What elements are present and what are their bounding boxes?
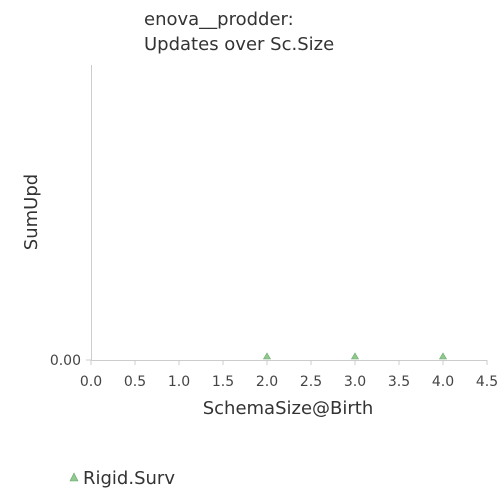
x-axis-label: SchemaSize@Birth	[203, 398, 374, 419]
y-axis-ticks: 0.00	[50, 353, 91, 369]
data-point	[262, 352, 272, 360]
y-tick-label: 0.00	[50, 353, 81, 369]
x-tick-label: 1.0	[168, 374, 190, 390]
x-axis-ticks: 0.0 0.5 1.0 1.5 2.0 2.5 3.0 3.5 4.0 4.5	[80, 360, 498, 390]
legend: Rigid.Surv	[69, 468, 175, 489]
y-axis-label: SumUpd	[21, 174, 42, 250]
x-tick-label: 3.0	[344, 374, 366, 390]
chart-title-line-1: enova__prodder:	[144, 9, 294, 30]
data-point	[438, 352, 448, 360]
x-tick-label: 2.0	[256, 374, 278, 390]
x-tick-label: 2.5	[300, 374, 322, 390]
x-tick-label: 4.5	[476, 374, 498, 390]
legend-label: Rigid.Surv	[83, 468, 175, 489]
x-tick-label: 0.0	[80, 374, 102, 390]
data-point	[350, 352, 360, 360]
data-points	[262, 352, 448, 360]
x-tick-label: 0.5	[124, 374, 146, 390]
x-tick-label: 3.5	[388, 374, 410, 390]
x-tick-label: 1.5	[212, 374, 234, 390]
legend-marker-triangle-icon	[69, 472, 79, 482]
chart-title-line-2: Updates over Sc.Size	[144, 34, 334, 55]
x-tick-label: 4.0	[432, 374, 454, 390]
